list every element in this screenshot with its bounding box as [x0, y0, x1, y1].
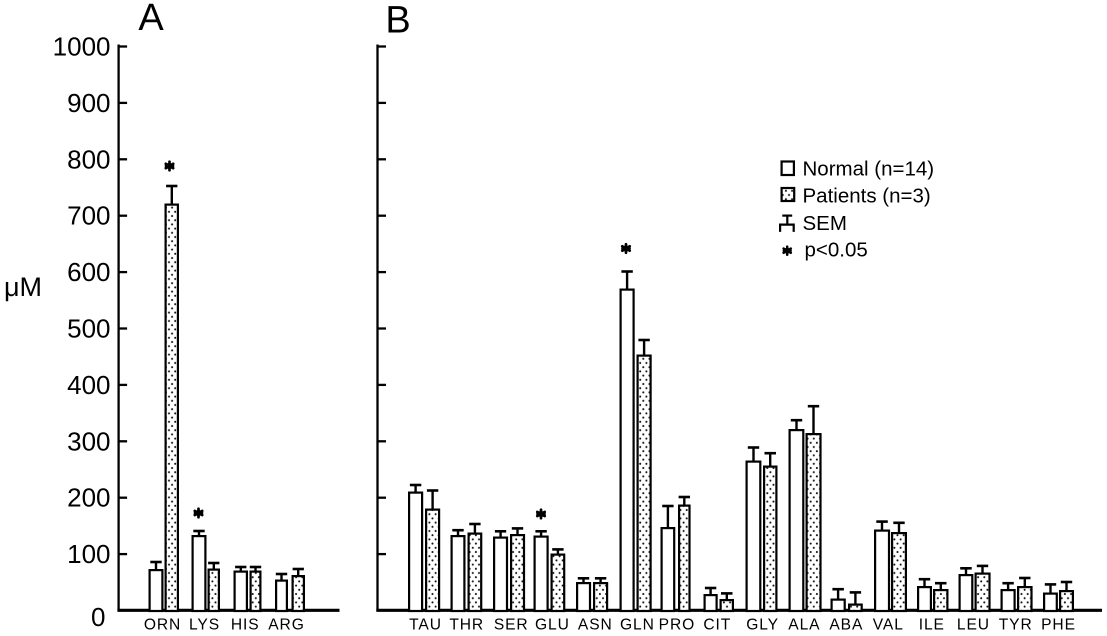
- svg-text:p<0.05: p<0.05: [805, 239, 868, 262]
- svg-text:TYR: TYR: [999, 617, 1033, 634]
- svg-text:800: 800: [67, 144, 110, 174]
- svg-text:B: B: [385, 0, 410, 42]
- svg-text:SER: SER: [494, 617, 529, 634]
- svg-text:μM: μM: [4, 272, 42, 302]
- svg-text:700: 700: [67, 201, 110, 231]
- svg-text:ORN: ORN: [144, 617, 181, 634]
- svg-text:400: 400: [67, 370, 110, 400]
- svg-text:Normal (n=14): Normal (n=14): [803, 158, 935, 181]
- svg-text:ABA: ABA: [829, 617, 863, 634]
- svg-text:THR: THR: [449, 617, 484, 634]
- svg-text:900: 900: [67, 88, 110, 118]
- svg-text:HIS: HIS: [231, 617, 260, 634]
- svg-text:PHE: PHE: [1041, 617, 1076, 634]
- svg-text:GLU: GLU: [535, 617, 570, 634]
- svg-text:VAL: VAL: [873, 617, 904, 634]
- svg-text:Patients (n=3): Patients (n=3): [803, 184, 931, 207]
- svg-text:GLN: GLN: [620, 617, 655, 634]
- svg-text:1000: 1000: [53, 32, 111, 62]
- svg-text:GLY: GLY: [746, 617, 779, 634]
- svg-text:LEU: LEU: [957, 617, 990, 634]
- svg-text:0: 0: [91, 602, 105, 632]
- svg-text:A: A: [138, 0, 164, 39]
- svg-text:PRO: PRO: [659, 617, 696, 634]
- svg-text:300: 300: [67, 426, 110, 456]
- svg-text:200: 200: [67, 483, 110, 513]
- svg-text:100: 100: [67, 539, 110, 569]
- svg-text:LYS: LYS: [189, 617, 220, 634]
- svg-text:TAU: TAU: [409, 617, 442, 634]
- svg-text:CIT: CIT: [703, 617, 731, 634]
- svg-text:ALA: ALA: [788, 617, 820, 634]
- svg-text:500: 500: [67, 314, 110, 344]
- svg-text:600: 600: [67, 257, 110, 287]
- svg-text:ARG: ARG: [268, 617, 305, 634]
- svg-text:SEM: SEM: [803, 212, 847, 235]
- svg-text:ASN: ASN: [578, 617, 613, 634]
- svg-text:ILE: ILE: [919, 617, 945, 634]
